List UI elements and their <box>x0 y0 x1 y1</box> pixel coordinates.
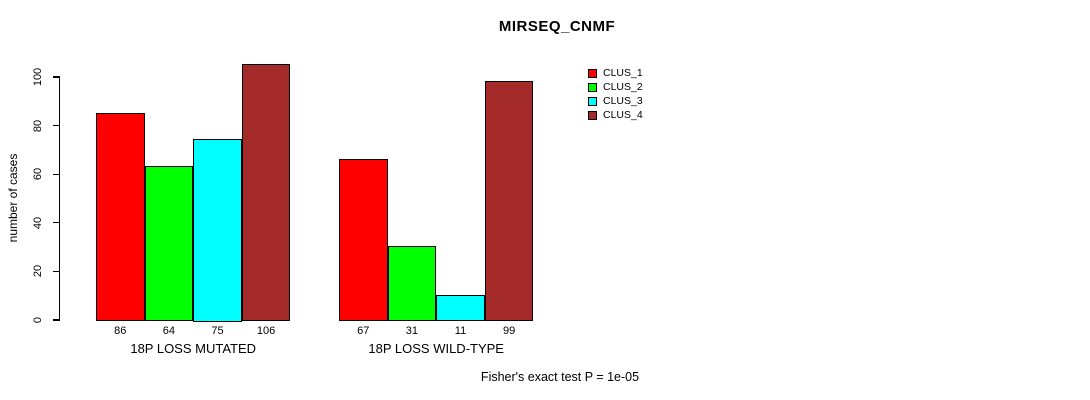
legend-swatch <box>588 110 597 120</box>
legend-label: CLUS_3 <box>603 95 643 107</box>
y-axis-tick-label: 80 <box>32 119 44 132</box>
legend-label: CLUS_2 <box>603 81 643 93</box>
y-axis-line <box>58 77 61 322</box>
bar-value-label: 11 <box>454 325 467 337</box>
bar <box>387 246 437 322</box>
legend-swatch <box>588 68 597 78</box>
bar-value-label: 86 <box>114 325 127 337</box>
legend: CLUS_1 CLUS_2 CLUS_3 CLUS_4 <box>588 66 643 122</box>
bar-value-label: 67 <box>357 325 370 337</box>
bar <box>436 294 485 322</box>
y-axis-tick-label: 0 <box>32 316 44 324</box>
y-axis-tick <box>53 124 60 127</box>
bar-value-label: 64 <box>162 325 176 337</box>
y-axis-tick <box>53 270 60 273</box>
y-axis-tick-label: 60 <box>32 168 44 181</box>
chart-title: MIRSEQ_CNMF <box>498 18 616 35</box>
bar-value-label: 106 <box>256 325 276 337</box>
y-axis-label: number of cases <box>6 153 20 243</box>
category-label: 18P LOSS MUTATED <box>130 341 257 356</box>
y-axis-tick-label: 100 <box>32 67 44 87</box>
y-axis-tick-label: 20 <box>32 265 44 278</box>
legend-label: CLUS_1 <box>603 67 643 79</box>
legend-item: CLUS_4 <box>588 108 643 122</box>
y-axis-tick <box>53 222 60 224</box>
y-axis-tick <box>53 173 60 175</box>
legend-swatch <box>588 82 597 92</box>
legend-item: CLUS_2 <box>588 80 643 94</box>
fisher-test-annotation: Fisher's exact test P = 1e-05 <box>480 370 640 384</box>
bar <box>484 80 534 322</box>
bar <box>96 112 145 322</box>
y-axis-tick <box>53 76 60 78</box>
bar <box>144 165 194 322</box>
legend-swatch <box>588 96 597 106</box>
y-axis-tick-label: 40 <box>32 216 44 229</box>
y-axis-tick <box>53 319 60 321</box>
bar <box>339 158 388 322</box>
legend-item: CLUS_1 <box>588 66 643 80</box>
bar-value-label: 99 <box>502 325 516 337</box>
legend-item: CLUS_3 <box>588 94 643 108</box>
bar <box>193 139 242 322</box>
bar-value-label: 75 <box>211 325 224 337</box>
bar-value-label: 31 <box>405 325 419 337</box>
legend-label: CLUS_4 <box>603 109 643 121</box>
category-label: 18P LOSS WILD-TYPE <box>368 341 504 356</box>
bar <box>241 63 291 322</box>
